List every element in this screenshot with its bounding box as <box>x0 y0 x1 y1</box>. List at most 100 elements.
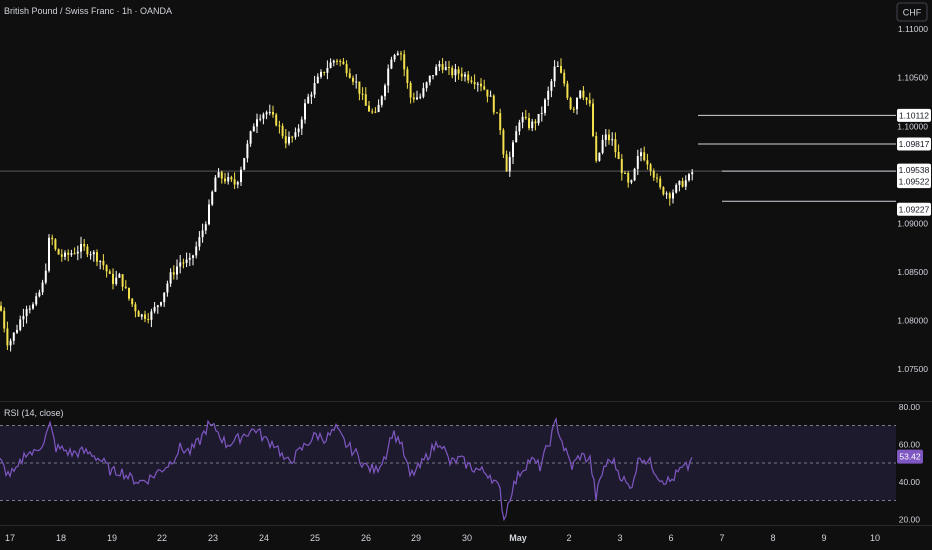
candle-body <box>204 224 207 231</box>
price-tick-label: 1.09000 <box>897 218 928 228</box>
price-level-lines <box>0 114 896 202</box>
candle-body <box>259 118 262 120</box>
candle-body <box>131 298 134 305</box>
candle-body <box>300 119 303 129</box>
candle-body <box>281 126 284 137</box>
candle <box>57 248 60 255</box>
candle-body <box>230 177 233 180</box>
candle-body <box>144 314 146 319</box>
candle-body <box>563 72 566 84</box>
candle <box>627 170 630 188</box>
candle-body <box>44 270 47 283</box>
candle-body <box>441 64 444 70</box>
price-tick-label: 1.11000 <box>898 24 928 34</box>
candle <box>310 91 313 104</box>
candle-body <box>422 88 425 97</box>
candle-body <box>268 112 271 114</box>
candle-body <box>208 204 210 225</box>
candle <box>438 60 441 71</box>
price-label-text: 1.09522 <box>899 177 930 187</box>
time-tick-label: 17 <box>5 533 15 543</box>
candle-body <box>380 96 383 105</box>
candle-body <box>467 74 470 81</box>
candle-body <box>368 105 370 112</box>
candle <box>460 67 463 82</box>
candle <box>678 180 681 192</box>
rsi-title[interactable]: RSI (14, close) <box>4 408 64 418</box>
candle <box>425 81 428 92</box>
candle <box>204 221 207 235</box>
price-tick-label: 1.08500 <box>897 267 928 277</box>
candle-body <box>502 130 505 155</box>
candle <box>592 98 594 138</box>
time-tick-label: 9 <box>821 533 826 543</box>
candle <box>675 183 678 194</box>
currency-button[interactable]: CHF <box>896 2 928 22</box>
candle-body <box>624 172 626 174</box>
candle <box>553 60 556 88</box>
candle-body <box>198 237 201 247</box>
candle-body <box>409 83 412 98</box>
candle-body <box>316 76 319 84</box>
symbol-title[interactable]: British Pound / Swiss Franc · 1h · OANDA <box>4 6 172 16</box>
candle-body <box>448 67 450 69</box>
time-tick-label: 10 <box>870 533 880 543</box>
candle <box>521 112 524 129</box>
rsi-tick-label: 60.00 <box>899 439 921 449</box>
candle <box>393 53 396 63</box>
candle <box>665 191 668 199</box>
candle-body <box>156 305 159 307</box>
candle <box>140 313 143 320</box>
candle <box>531 118 534 132</box>
candle-body <box>451 67 454 76</box>
candle-body <box>284 136 287 144</box>
candle <box>454 63 457 82</box>
candle <box>579 90 582 100</box>
rsi-axis[interactable]: 80.00 60.00 40.00 20.00 53.42 <box>897 402 923 525</box>
candle-body <box>307 96 310 104</box>
candle <box>89 251 92 260</box>
candle-body <box>233 179 236 185</box>
candle <box>492 94 495 115</box>
candle <box>419 93 422 100</box>
candle-body <box>160 302 162 306</box>
candle <box>659 175 662 190</box>
candle <box>67 249 70 262</box>
candle-body <box>598 152 601 161</box>
candle <box>672 189 674 204</box>
candle <box>448 60 450 76</box>
time-tick-label: 6 <box>668 533 673 543</box>
candle-body <box>172 272 175 275</box>
candle <box>601 134 604 155</box>
candle-body <box>390 59 393 69</box>
candle-body <box>361 93 364 95</box>
candle-body <box>262 114 265 119</box>
candle <box>588 92 591 107</box>
price-pane[interactable] <box>0 50 896 352</box>
candle-body <box>608 134 610 141</box>
candle <box>646 153 649 170</box>
candle-series <box>0 50 694 352</box>
candle <box>499 108 502 135</box>
candle <box>156 304 159 314</box>
candle <box>528 112 530 131</box>
candle-body <box>54 239 57 250</box>
candle-body <box>195 246 198 256</box>
candle <box>230 175 233 183</box>
price-axis[interactable]: 1.110001.105001.100001.095001.090001.085… <box>897 24 931 374</box>
candle-body <box>505 154 508 172</box>
candle-body <box>73 253 76 255</box>
candle <box>102 254 105 270</box>
candle <box>489 90 492 97</box>
candle <box>524 109 527 120</box>
candle-body <box>572 108 575 110</box>
rsi-pane[interactable]: RSI (14, close) <box>0 408 896 522</box>
candle-body <box>224 178 226 182</box>
time-tick-label: 29 <box>411 533 421 543</box>
candle-body <box>444 67 447 70</box>
time-axis[interactable]: 17 18 19 22 23 24 25 26 29 30 May 2 3 6 7 8 9 10 <box>5 533 880 543</box>
candle-body <box>499 113 502 131</box>
candle <box>265 110 268 120</box>
time-tick-label: 3 <box>617 533 622 543</box>
